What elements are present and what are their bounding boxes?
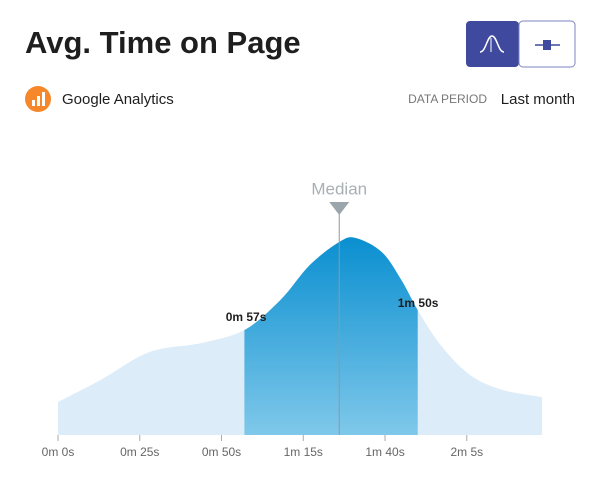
period-label: DATA PERIOD [408, 92, 487, 106]
boxplot-icon-box [543, 40, 551, 50]
x-tick-label: 0m 50s [202, 445, 241, 459]
median-label: Median [311, 179, 367, 198]
period: Last month [501, 91, 575, 108]
distribution-button[interactable] [466, 21, 519, 67]
range-label: 0m 57s [226, 310, 267, 324]
x-tick-label: 1m 40s [365, 445, 404, 459]
distribution-icon [479, 35, 505, 53]
source-icon-bar [32, 100, 35, 106]
x-tick-label: 0m 25s [120, 445, 159, 459]
source-icon-bar [42, 92, 45, 106]
x-tick-label: 0m 0s [42, 445, 75, 459]
x-tick-label: 2m 5s [450, 445, 483, 459]
title: Avg. Time on Page [25, 25, 301, 60]
x-tick-label: 1m 15s [284, 445, 323, 459]
source: Google Analytics [62, 91, 174, 108]
source-icon-bar [37, 96, 40, 106]
view-toggle [466, 20, 576, 68]
range-band [244, 237, 418, 435]
median-marker [329, 202, 350, 215]
plot: 0m 57s 1m 50s Median 0m 0s 0m 25s 0m 50s 1m 15… [42, 179, 542, 459]
range-label: 1m 50s [398, 296, 439, 310]
